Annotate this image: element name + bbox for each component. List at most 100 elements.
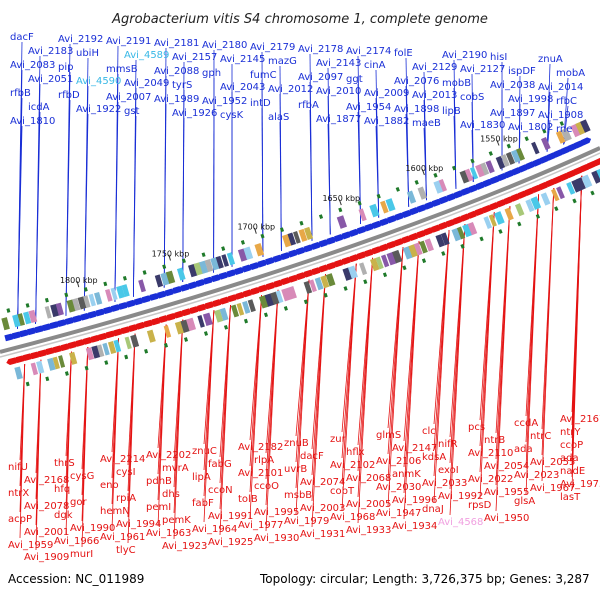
rna-marker [343,286,348,291]
forward-gene-arrow [257,259,268,268]
reverse-gene-arrow [347,254,359,263]
reverse-gene-label: anmK [392,469,421,480]
reverse-gene-label: eno [100,480,119,491]
forward-gene-arrow [580,137,592,146]
rna-marker [414,180,419,185]
forward-gene-arrow [525,161,536,170]
forward-gene-arrow [11,331,23,340]
reverse-gene-arrow [142,319,153,328]
reverse-gene-label: Avi_1966 [54,536,99,547]
rna-marker [421,258,427,264]
cog-block [580,119,591,133]
leader-line [157,324,167,527]
forward-gene-arrow [211,274,222,283]
cog-block [237,248,248,262]
reverse-gene-label: pcs [468,422,485,433]
reverse-gene-label: ntrX [8,488,29,499]
cog-block [375,256,384,270]
leader-line [249,295,262,519]
reverse-gene-label: gor [70,497,87,508]
rna-marker [402,265,407,271]
reverse-gene-label: Avi_2068 [346,473,391,484]
rna-marker [542,128,547,134]
cog-block [440,232,450,246]
reverse-gene-arrow [458,213,470,222]
reverse-gene-label: Avi_1990 [70,523,115,534]
reverse-gene-label: Avi_2054 [484,461,529,472]
scale-tick-mark [254,227,257,234]
leader-line [405,113,410,207]
reverse-gene-label: Avi_1950 [484,513,529,524]
reverse-gene-label: mvrA [162,463,189,474]
rna-marker [590,190,595,196]
rna-marker [470,158,475,164]
forward-gene-arrow [172,286,183,294]
reverse-gene-arrow [134,321,145,330]
reverse-gene-arrow [226,294,237,303]
leader-line [433,229,450,503]
forward-gene-arrow [249,262,261,271]
forward-gene-label: Avi_2097 [298,72,343,83]
reverse-gene-arrow [294,272,306,280]
rna-marker [144,348,149,354]
reverse-gene-label: Avi_1923 [162,541,207,552]
cog-block [243,246,254,260]
forward-gene-arrow [80,313,91,321]
reverse-gene-arrow [149,317,161,326]
reverse-gene-label: ntrB [484,435,505,446]
reverse-gene-label: Avi_2074 [300,477,345,488]
forward-gene-label: alaS [268,112,289,123]
reverse-gene-arrow [6,357,17,365]
forward-gene-label: Avi_1952 [202,96,247,107]
rna-marker [45,376,50,382]
forward-gene-label: rfbA [298,100,319,111]
forward-gene-arrow [489,175,501,185]
leader-line [219,304,231,536]
cog-block [258,295,269,309]
forward-gene-arrow [295,247,307,256]
rna-marker [506,143,511,149]
forward-gene-label: Avi_2013 [412,90,457,101]
rna-marker [44,297,49,303]
cog-block [576,177,586,191]
cog-block [282,233,293,248]
forward-gene-arrow [416,204,428,213]
reverse-gene-label: Avi_1967 [530,483,575,494]
rna-marker [279,227,285,233]
leader-line [127,333,136,544]
forward-gene-arrow [438,196,450,205]
forward-gene-label: Avi_2049 [124,78,169,89]
forward-gene-label: intD [250,98,271,109]
rna-marker [395,187,400,192]
scale-tick-label: 1600 kbp [406,164,444,173]
forward-gene-label: rne [556,124,572,135]
cog-block [72,298,81,312]
rna-marker [357,200,362,206]
forward-gene-arrow [218,271,230,280]
forward-gene-arrow [126,299,137,308]
reverse-gene-label: Avi_1925 [208,537,253,548]
leader-line [453,115,457,189]
reverse-gene-arrow [241,289,252,298]
rna-marker [83,287,88,292]
cog-block [413,242,423,256]
forward-gene-label: Avi_2014 [538,82,583,93]
reverse-gene-label: Avi_2106 [376,456,421,467]
reverse-gene-label: Avi_1996 [392,495,437,506]
forward-gene-label: Avi_2181 [154,38,199,49]
leader-line [479,212,495,499]
reverse-gene-label: Avi_1977 [238,520,283,531]
rna-marker [64,371,69,376]
cog-block [214,309,224,323]
reverse-gene-label: Avi_1964 [192,524,237,535]
rna-marker [451,165,457,171]
rna-marker [124,354,129,360]
length-label: Length: [372,572,418,586]
reverse-gene-label: Avi_1961 [100,532,145,543]
rna-marker [263,312,269,318]
reverse-gene-label: Avi_2022 [468,474,513,485]
reverse-gene-arrow [414,230,426,239]
reverse-gene-arrow [400,235,411,244]
forward-gene-arrow [19,329,30,338]
